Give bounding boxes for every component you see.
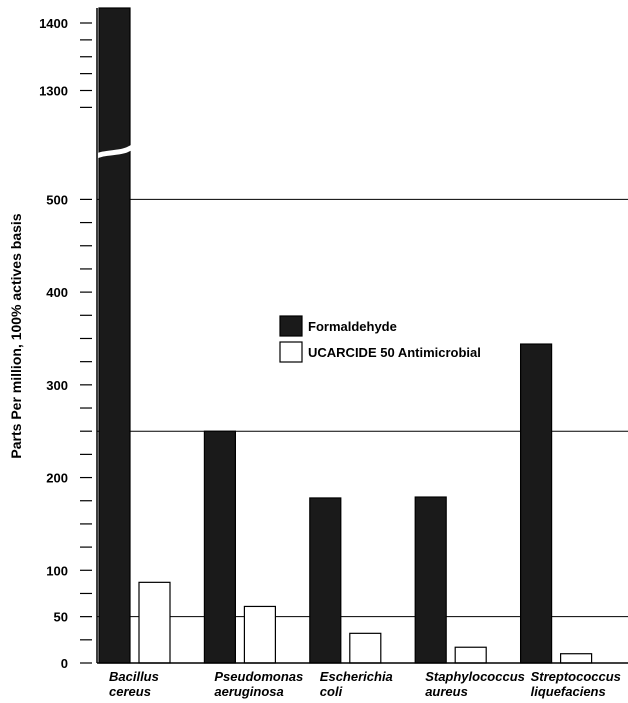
y-tick-label: 300 (46, 378, 68, 393)
y-axis-label: Parts Per million, 100% actives basis (8, 213, 24, 458)
x-tick-label: Escherichia (320, 669, 393, 684)
bar-formaldehyde (98, 7, 131, 664)
y-tick-label: 1300 (39, 84, 68, 99)
bar-ucarcide (349, 632, 382, 664)
y-tick-label: 50 (54, 610, 68, 625)
bar-formaldehyde (309, 497, 342, 664)
y-tick-label: 400 (46, 285, 68, 300)
x-tick-label: Bacillus (109, 669, 159, 684)
y-tick-label: 1400 (39, 16, 68, 31)
bar-ucarcide (454, 646, 487, 664)
y-tick-label: 0 (61, 656, 68, 671)
x-tick-label: aeruginosa (214, 684, 283, 699)
bar-formaldehyde (203, 430, 236, 664)
x-tick-label: coli (320, 684, 343, 699)
x-tick-label: aureus (425, 684, 468, 699)
legend: Formaldehyde UCARCIDE 50 Antimicrobial (279, 315, 481, 363)
legend-label: UCARCIDE 50 Antimicrobial (308, 345, 481, 360)
y-axis-ticks: 0 50 100 200 300 400 500 1300 1400 (39, 16, 92, 671)
x-tick-label: Staphylococcus (425, 669, 525, 684)
y-tick-label: 200 (46, 471, 68, 486)
bar-ucarcide (138, 581, 171, 664)
legend-label: Formaldehyde (308, 319, 397, 334)
legend-swatch (279, 341, 303, 363)
y-tick-label: 500 (46, 192, 68, 207)
bar-formaldehyde (519, 343, 553, 664)
x-tick-label: liquefaciens (531, 684, 606, 699)
x-tick-label: Pseudomonas (214, 669, 303, 684)
x-tick-label: cereus (109, 684, 151, 699)
y-tick-label: 100 (46, 563, 68, 578)
x-tick-label: Streptococcus (531, 669, 621, 684)
legend-swatch (279, 315, 303, 337)
bar-formaldehyde (414, 496, 447, 664)
bar-ucarcide (559, 653, 593, 664)
bar-ucarcide (243, 605, 276, 664)
bars (91, 7, 593, 664)
